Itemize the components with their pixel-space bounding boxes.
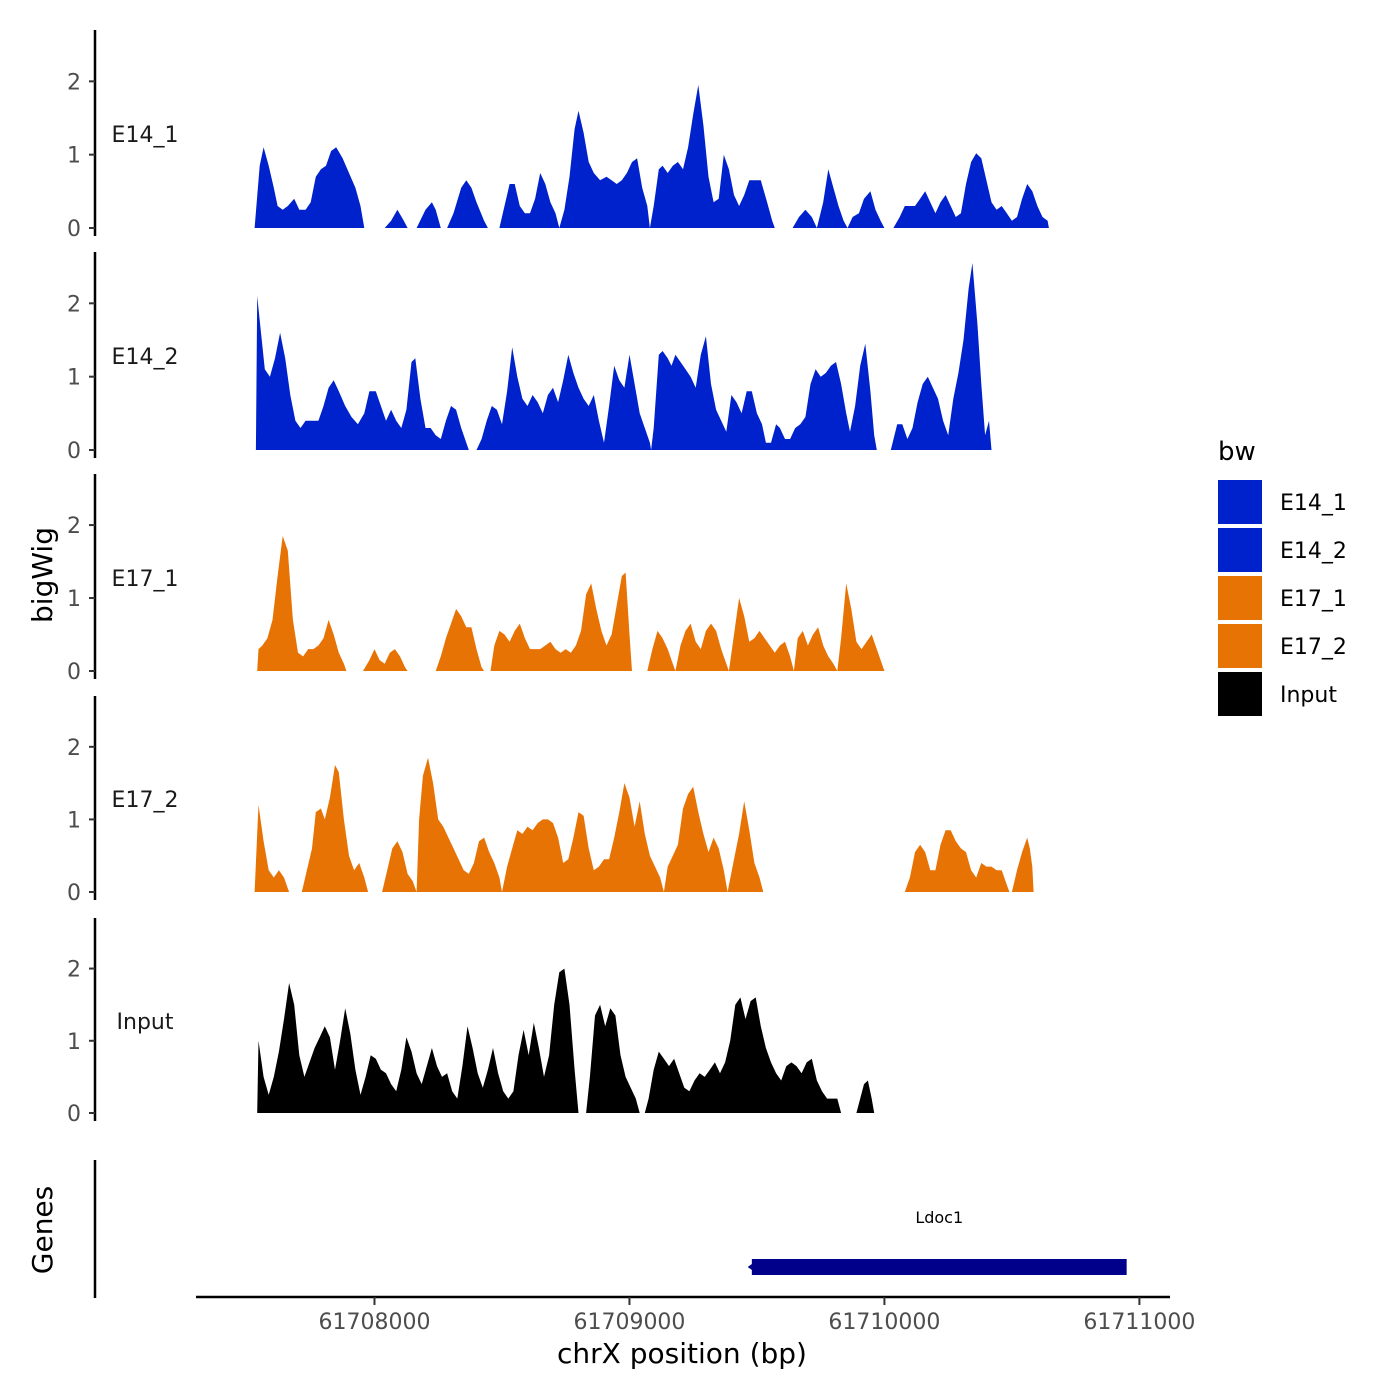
x-tick-label: 61711000 — [1083, 1310, 1195, 1335]
legend-swatch-Input — [1218, 672, 1262, 716]
signal-area-E17_2-7 — [904, 830, 1010, 892]
legend-swatch-E17_1 — [1218, 576, 1262, 620]
signal-area-E14_1-0 — [254, 147, 365, 228]
signal-area-E14_1-1 — [384, 209, 408, 228]
y-tick-label: 0 — [67, 217, 81, 242]
signal-area-E14_1-6 — [649, 85, 775, 228]
legend-swatch-E14_2 — [1218, 528, 1262, 572]
signal-area-E17_1-1 — [363, 649, 408, 671]
track-label-E14_2: E14_2 — [112, 345, 179, 370]
signal-area-E17_2-6 — [727, 801, 764, 892]
signal-area-E17_1-4 — [647, 630, 676, 671]
genes-axis-title: Genes — [26, 1186, 59, 1274]
signal-area-E17_2-8 — [1011, 837, 1034, 892]
y-tick-label: 2 — [67, 958, 81, 983]
signal-area-E17_1-6 — [728, 598, 794, 671]
signal-area-E17_1-7 — [793, 627, 838, 671]
y-tick-label: 1 — [67, 1030, 81, 1055]
signal-area-E14_2-1 — [476, 347, 652, 450]
legend-swatch-E17_2 — [1218, 624, 1262, 668]
signal-area-E14_1-5 — [559, 110, 650, 228]
signal-area-E17_2-0 — [254, 804, 290, 892]
y-tick-label: 0 — [67, 660, 81, 685]
signal-area-E17_2-2 — [382, 841, 417, 892]
y-tick-label: 2 — [67, 70, 81, 95]
signal-area-E14_1-7 — [792, 209, 817, 228]
legend-swatch-E14_1 — [1218, 480, 1262, 524]
y-tick-label: 1 — [67, 808, 81, 833]
signal-area-E17_2-3 — [416, 757, 502, 892]
signal-area-E14_1-4 — [499, 173, 560, 228]
x-tick-label: 61710000 — [828, 1310, 940, 1335]
track-label-E17_2: E17_2 — [112, 788, 179, 813]
signal-area-E14_2-2 — [651, 336, 877, 450]
signal-area-E17_1-2 — [435, 609, 485, 671]
signal-area-E17_1-3 — [490, 572, 632, 671]
signal-area-E14_1-2 — [416, 202, 441, 228]
signal-area-E14_1-9 — [847, 191, 885, 228]
legend-label-E17_1: E17_1 — [1280, 587, 1347, 612]
track-label-Input: Input — [117, 1010, 174, 1035]
tracks-area: 0 1 2 E14_1 0 1 2 E14_2 0 1 2 E17_1 0 1 2 E17_2 0 1 2 Input — [67, 30, 1049, 1127]
signal-area-E14_1-8 — [816, 169, 848, 228]
track-E14_1: 0 1 2 E14_1 — [67, 30, 1049, 242]
track-E17_2: 0 1 2 E17_2 — [67, 696, 1034, 906]
track-label-E14_1: E14_1 — [112, 123, 179, 148]
y-tick-label: 1 — [67, 144, 81, 169]
gene-label-Ldoc1: Ldoc1 — [915, 1208, 963, 1227]
signal-area-E14_1-10 — [893, 153, 1049, 228]
signal-area-E17_1-5 — [675, 623, 729, 671]
track-Input: 0 1 2 Input — [67, 918, 875, 1127]
x-tick-label: 61708000 — [318, 1310, 430, 1335]
signal-area-Input-3 — [856, 1080, 875, 1113]
track-E17_1: 0 1 2 E17_1 — [67, 474, 885, 685]
signal-area-E14_2-3 — [890, 263, 992, 450]
y-tick-label: 2 — [67, 292, 81, 317]
signal-area-E17_1-8 — [837, 583, 885, 671]
legend-label-Input: Input — [1280, 683, 1337, 708]
signal-area-E17_2-4 — [502, 783, 664, 892]
y-tick-label: 0 — [67, 881, 81, 906]
legend: bw E14_1 E14_2 E17_1 E17_2 Input — [1218, 437, 1347, 716]
x-axis: 61708000 61709000 61710000 61711000 — [196, 1295, 1195, 1335]
y-axis-title: bigWig — [26, 527, 59, 623]
signal-area-Input-1 — [586, 1004, 640, 1113]
signal-area-E17_1-0 — [257, 536, 347, 671]
y-tick-label: 0 — [67, 439, 81, 464]
gene-track: Ldoc1 — [93, 1160, 1127, 1298]
gene-strand-arrow — [747, 1260, 758, 1274]
legend-title: bw — [1218, 437, 1256, 467]
y-tick-label: 2 — [67, 514, 81, 539]
y-tick-label: 0 — [67, 1102, 81, 1127]
signal-area-E14_1-3 — [447, 180, 488, 228]
x-axis-title: chrX position (bp) — [557, 1337, 807, 1370]
legend-label-E14_1: E14_1 — [1280, 491, 1347, 516]
signal-area-Input-0 — [257, 968, 579, 1113]
track-label-E17_1: E17_1 — [112, 567, 179, 592]
signal-area-Input-2 — [644, 997, 842, 1113]
track-E14_2: 0 1 2 E14_2 — [67, 252, 992, 464]
signal-area-E14_2-0 — [255, 296, 469, 450]
legend-label-E17_2: E17_2 — [1280, 635, 1347, 660]
gene-body-Ldoc1 — [751, 1259, 1127, 1275]
y-tick-label: 2 — [67, 736, 81, 761]
y-tick-label: 1 — [67, 366, 81, 391]
signal-area-E17_2-5 — [663, 786, 728, 892]
x-tick-label: 61709000 — [573, 1310, 685, 1335]
legend-label-E14_2: E14_2 — [1280, 539, 1347, 564]
signal-area-E17_2-1 — [301, 765, 369, 892]
y-tick-label: 1 — [67, 587, 81, 612]
